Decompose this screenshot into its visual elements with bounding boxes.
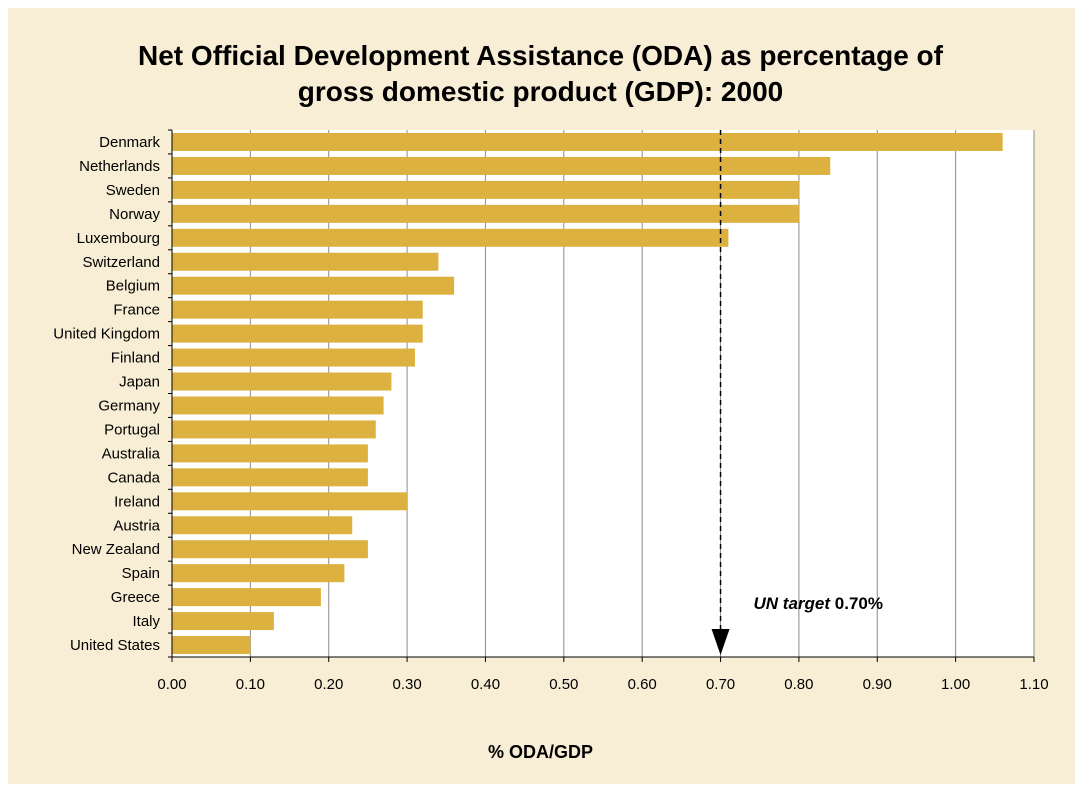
bar-switzerland [172,252,439,271]
bar-netherlands [172,156,831,175]
un-target-annotation-value: 0.70% [830,594,883,613]
y-tick-label: Japan [119,374,160,391]
y-tick-label: Portugal [104,421,160,438]
y-tick-label: Switzerland [82,254,160,271]
bar-germany [172,396,384,415]
bar-spain [172,564,345,583]
y-tick-label: Ireland [114,493,160,510]
y-tick-label: Belgium [106,278,160,295]
y-tick-label: Norway [109,206,160,223]
y-tick-label: United States [70,637,160,654]
x-tick-label: 0.70 [706,676,735,693]
y-tick-label: Spain [122,565,160,582]
bar-japan [172,372,392,391]
x-tick-label: 0.90 [863,676,892,693]
chart-title: Net Official Development Assistance (ODA… [0,38,1081,110]
x-tick-label: 0.00 [157,676,186,693]
un-target-annotation-label: UN target [754,594,832,613]
un-target-arrowhead [711,629,730,655]
bar-chart: Denmark Netherlands Sweden Norway Luxembourg… [53,129,1049,693]
bar-australia [172,444,368,463]
x-tick-label: 0.40 [471,676,500,693]
bar-united-states [172,636,251,655]
bar-belgium [172,276,455,295]
y-tick-label: Finland [111,350,160,367]
y-tick-label: Canada [107,469,160,486]
bar-denmark [172,132,1003,151]
x-axis-label: % ODA/GDP [487,742,593,762]
bar-new-zealand [172,540,368,559]
y-tick-label: Austria [113,517,160,534]
chart-title-line-2: gross domestic product (GDP): 2000 [297,76,784,107]
y-tick-label: France [113,302,160,319]
bar-italy [172,612,274,631]
bar-austria [172,516,353,535]
y-tick-label: United Kingdom [53,326,160,343]
x-tick-label: 0.10 [236,676,265,693]
y-tick-label: Sweden [106,182,160,199]
bar-canada [172,468,368,487]
x-tick-label: 1.10 [1019,676,1048,693]
y-tick-label: Netherlands [79,158,160,175]
x-tick-label: 0.60 [628,676,657,693]
x-tick-label: 0.80 [784,676,813,693]
bar-united-kingdom [172,324,423,343]
bar-finland [172,348,415,367]
y-tick-label: New Zealand [72,541,160,558]
bar-sweden [172,180,799,199]
y-tick-label: Italy [132,613,160,630]
x-tick-label: 1.00 [941,676,970,693]
un-target-annotation: UN target 0.70% [754,594,883,613]
y-tick-label: Denmark [99,134,160,151]
y-tick-label: Germany [98,397,160,414]
bar-greece [172,588,321,607]
chart-title-line-1: Net Official Development Assistance (ODA… [138,40,943,71]
y-tick-label: Luxembourg [77,230,160,247]
bar-ireland [172,492,408,511]
y-tick-label: Greece [111,589,160,606]
bar-norway [172,204,799,223]
x-tick-label: 0.20 [314,676,343,693]
bar-portugal [172,420,376,439]
bar-france [172,300,423,319]
x-tick-label: 0.50 [549,676,578,693]
x-tick-label: 0.30 [392,676,421,693]
bar-luxembourg [172,228,729,247]
y-tick-label: Australia [102,445,161,462]
